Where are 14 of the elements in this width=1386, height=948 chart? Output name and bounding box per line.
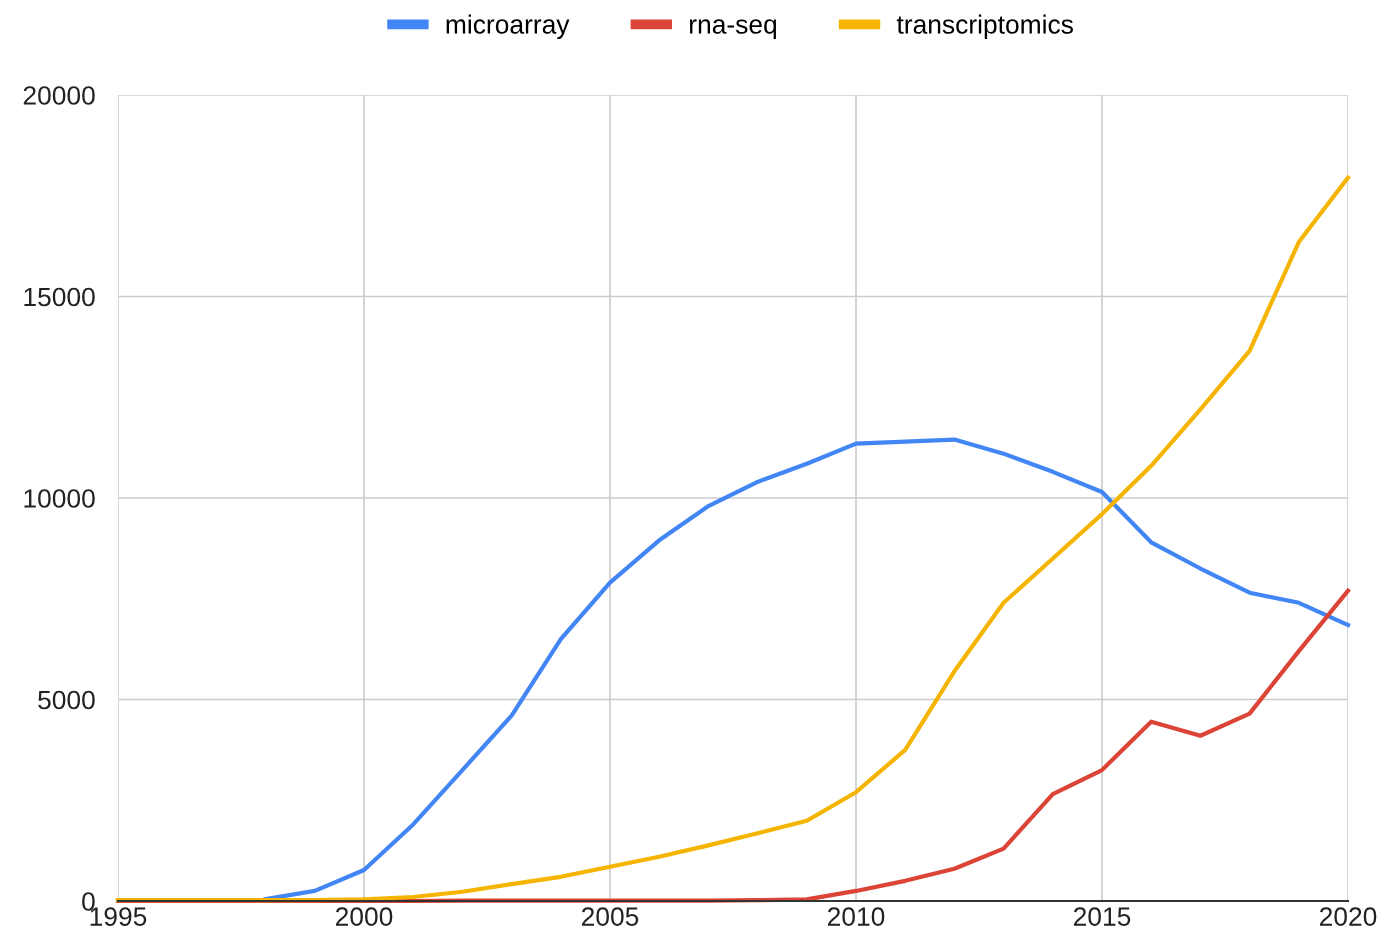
line-series xyxy=(115,588,1351,904)
x-tick-label: 2000 xyxy=(335,907,393,926)
legend-label: transcriptomics xyxy=(896,14,1073,40)
line-series xyxy=(115,175,1351,903)
y-tick-label: 10000 xyxy=(24,489,95,508)
x-tick-label: 2010 xyxy=(827,907,885,926)
legend-label: rna-seq xyxy=(690,19,777,40)
y-tick-label: 5000 xyxy=(38,690,95,710)
x-tick-label: 2005 xyxy=(581,907,639,926)
y-tick-label: 20000 xyxy=(23,86,95,105)
legend-label: microarray xyxy=(446,14,570,40)
x-tick-label: 2015 xyxy=(1073,907,1131,926)
x-tick-label: 2020 xyxy=(1319,907,1377,926)
y-tick-label: 15000 xyxy=(24,287,95,307)
